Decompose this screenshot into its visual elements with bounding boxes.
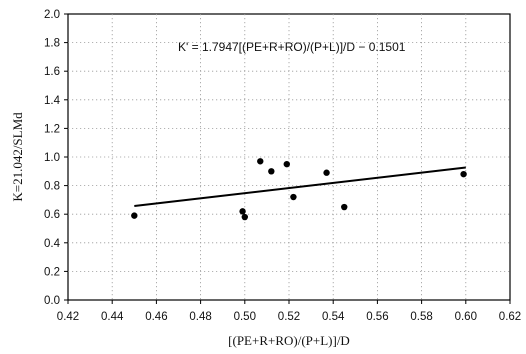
y-tick-label: 2.0 [44,9,60,21]
y-tick-label: 0.8 [44,181,60,193]
data-points [131,158,467,221]
data-point [283,160,290,168]
data-point [341,203,348,211]
x-tick-label: 0.60 [455,311,477,323]
y-axis-title: K=21.042/SLMd [10,112,25,202]
regression-equation: K' = 1.7947[(PE+R+RO)/(P+L)]/D − 0.1501 [178,40,406,54]
x-axis-ticks: 0.42 0.44 0.46 0.48 0.50 0.52 0.54 0.56 0.58 0.60… [57,300,521,323]
y-tick-label: 1.4 [44,95,61,107]
x-tick-label: 0.48 [189,311,211,323]
y-tick-label: 0.0 [44,295,60,307]
y-axis-ticks: 0.0 0.2 0.4 0.6 0.8 1.0 1.2 1.4 1.6 1.8 2.0 [44,9,68,307]
x-tick-label: 0.62 [499,311,521,323]
data-point [241,213,248,221]
x-tick-label: 0.56 [366,311,388,323]
regression-line [134,166,466,207]
y-tick-label: 0.4 [44,238,61,250]
y-tick-label: 0.6 [44,209,60,221]
data-point [460,170,467,178]
data-point [257,158,264,165]
x-tick-label: 0.42 [57,311,79,323]
x-tick-label: 0.46 [145,311,167,323]
x-tick-label: 0.52 [278,311,300,323]
data-point [290,193,297,201]
grid-lines [68,14,510,300]
x-tick-label: 0.44 [101,311,124,323]
data-point [239,208,246,215]
y-tick-label: 1.6 [44,66,60,78]
y-tick-label: 1.8 [44,38,60,50]
x-tick-label: 0.50 [234,311,256,323]
x-axis-title: [(PE+R+RO)/(P+L)]/D [228,333,350,348]
data-point [268,168,275,175]
x-tick-label: 0.58 [410,311,432,323]
x-tick-label: 0.54 [322,311,345,323]
y-tick-label: 1.2 [44,123,60,135]
y-tick-label: 1.0 [44,152,60,164]
data-point [131,212,138,219]
y-tick-label: 0.2 [44,266,60,278]
data-point [323,169,330,176]
